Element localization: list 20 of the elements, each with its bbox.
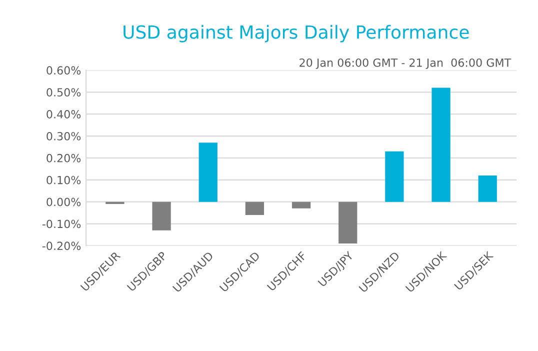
- y-tick-label: 0.60%: [46, 66, 81, 75]
- bar: [152, 202, 171, 230]
- y-tick-label: 0.00%: [46, 198, 81, 206]
- y-tick-label: 0.10%: [46, 176, 81, 184]
- y-tick-label: 0.30%: [46, 132, 81, 140]
- bar: [198, 142, 218, 202]
- bar: [106, 202, 124, 204]
- y-tick-label: -0.20%: [42, 242, 81, 250]
- bar: [432, 88, 450, 202]
- chart-title: USD against Majors Daily Performance: [124, 24, 469, 42]
- y-tick-label: 0.40%: [46, 110, 81, 118]
- bar: [478, 176, 497, 202]
- bar: [292, 202, 311, 208]
- bar: [385, 151, 404, 202]
- bar: [245, 202, 264, 215]
- y-tick-label: 0.20%: [46, 154, 81, 162]
- y-tick-label: 0.50%: [46, 88, 81, 97]
- y-tick-label: -0.10%: [42, 220, 81, 228]
- bar: [338, 202, 358, 244]
- chart-subtitle: 20 Jan 06:00 GMT - 21 Jan 06:00 GMT: [300, 58, 512, 69]
